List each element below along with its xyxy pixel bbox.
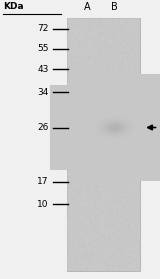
Text: B: B [111, 2, 118, 12]
Text: 17: 17 [37, 177, 49, 186]
Text: 34: 34 [37, 88, 49, 97]
Bar [67, 18, 140, 271]
Text: A: A [84, 2, 91, 12]
Text: KDa: KDa [3, 2, 24, 11]
Text: 26: 26 [37, 123, 49, 132]
Text: 55: 55 [37, 44, 49, 53]
Text: 43: 43 [37, 65, 49, 74]
Text: 10: 10 [37, 200, 49, 209]
Text: 72: 72 [37, 24, 49, 33]
